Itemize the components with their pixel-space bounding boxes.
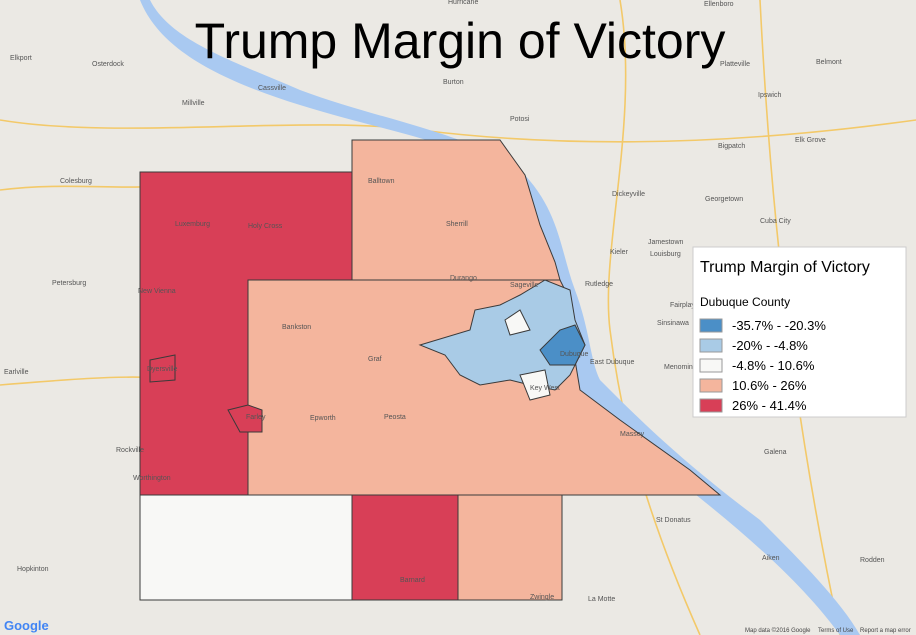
road bbox=[607, 0, 701, 635]
title: Trump Margin of Victory bbox=[195, 13, 726, 69]
place-label: New Vienna bbox=[138, 288, 176, 295]
place-label: Fairplay bbox=[670, 302, 695, 309]
legend-swatch bbox=[699, 358, 723, 373]
place-label: Dickeyville bbox=[612, 191, 645, 198]
legend-items: -35.7% - -20.3% -20% - -4.8% -4.8% - 10.6%… bbox=[699, 318, 826, 413]
place-label: Galena bbox=[764, 449, 787, 456]
place-label: Aiken bbox=[762, 555, 780, 562]
legend-swatch bbox=[699, 398, 723, 413]
legend-title: Trump Margin of Victory bbox=[700, 259, 870, 276]
place-label: Osterdock bbox=[92, 61, 124, 68]
place-label: Peosta bbox=[384, 414, 406, 421]
place-label: Georgetown bbox=[705, 196, 743, 203]
place-label: Earlville bbox=[4, 369, 29, 376]
place-label: Sinsinawa bbox=[657, 320, 689, 327]
legend-label: -20% - -4.8% bbox=[732, 338, 808, 353]
place-label: Key West bbox=[530, 385, 560, 392]
township bbox=[149, 354, 176, 383]
place-label: Ellenboro bbox=[704, 1, 734, 8]
legend-label: -35.7% - -20.3% bbox=[732, 318, 826, 333]
place-label: Zwingle bbox=[530, 594, 554, 601]
place-label: Holy Cross bbox=[248, 223, 283, 230]
place-label: Platteville bbox=[720, 61, 750, 68]
place-label: Sageville bbox=[510, 282, 539, 289]
township bbox=[504, 309, 531, 336]
report-link[interactable]: Report a map error bbox=[860, 628, 911, 634]
place-label: Kieler bbox=[610, 249, 629, 256]
county bbox=[139, 139, 722, 601]
township bbox=[539, 324, 586, 366]
place-labels: Elkport Osterdock Millville Cassville Colesb… bbox=[4, 0, 885, 603]
place-label: Petersburg bbox=[52, 280, 86, 287]
place-label: Menominee bbox=[664, 364, 701, 371]
place-label: Potosi bbox=[510, 116, 530, 123]
place-label: Bankston bbox=[282, 324, 311, 331]
place-label: Hopkinton bbox=[17, 566, 49, 573]
place-label: Belmont bbox=[816, 59, 842, 66]
place-label: Burton bbox=[443, 79, 464, 86]
legend: Trump Margin of Victory Dubuque County -… bbox=[692, 246, 907, 418]
attribution: Map data ©2016 Google bbox=[745, 627, 811, 634]
place-label: Epworth bbox=[310, 415, 336, 422]
place-label: Hurricane bbox=[448, 0, 478, 6]
legend-swatch bbox=[699, 338, 723, 353]
township bbox=[457, 494, 563, 601]
place-label: Cassville bbox=[258, 85, 286, 92]
place-label: East Dubuque bbox=[590, 359, 634, 366]
google-logo: Google bbox=[4, 618, 49, 633]
terms-link[interactable]: Terms of Use bbox=[818, 628, 854, 634]
township bbox=[139, 494, 353, 601]
place-label: Elk Grove bbox=[795, 137, 826, 144]
place-label: Louisburg bbox=[650, 251, 681, 258]
place-label: Cuba City bbox=[760, 218, 791, 225]
place-label: Rockville bbox=[116, 447, 144, 454]
place-label: Barnard bbox=[400, 577, 425, 584]
legend-label: -4.8% - 10.6% bbox=[732, 358, 815, 373]
place-label: Balltown bbox=[368, 178, 395, 185]
place-label: Bigpatch bbox=[718, 143, 745, 150]
place-label: Millville bbox=[182, 100, 205, 107]
place-label: Elkport bbox=[10, 55, 32, 62]
legend-label: 26% - 41.4% bbox=[732, 398, 807, 413]
place-label: Luxemburg bbox=[175, 221, 210, 228]
place-label: Dyersville bbox=[147, 366, 177, 373]
township bbox=[227, 404, 263, 433]
place-label: Sherrill bbox=[446, 221, 468, 228]
place-label: Colesburg bbox=[60, 178, 92, 185]
place-label: La Motte bbox=[588, 596, 615, 603]
place-label: Farley bbox=[246, 414, 266, 421]
place-label: Graf bbox=[368, 356, 382, 363]
place-label: Dubuque bbox=[560, 351, 589, 358]
legend-box bbox=[692, 246, 907, 418]
township bbox=[351, 494, 459, 601]
place-label: Massey bbox=[620, 431, 645, 438]
legend-subtitle: Dubuque County bbox=[700, 295, 790, 309]
place-label: Rutledge bbox=[585, 281, 613, 288]
legend-swatch bbox=[699, 378, 723, 393]
place-label: Rodden bbox=[860, 557, 885, 564]
place-label: Durango bbox=[450, 275, 477, 282]
legend-label: 10.6% - 26% bbox=[732, 378, 807, 393]
place-label: St Donatus bbox=[656, 517, 691, 524]
township bbox=[519, 369, 551, 401]
place-label: Ipswich bbox=[758, 92, 781, 99]
place-label: Jamestown bbox=[648, 239, 684, 246]
place-label: Worthington bbox=[133, 475, 171, 482]
legend-swatch bbox=[699, 318, 723, 333]
